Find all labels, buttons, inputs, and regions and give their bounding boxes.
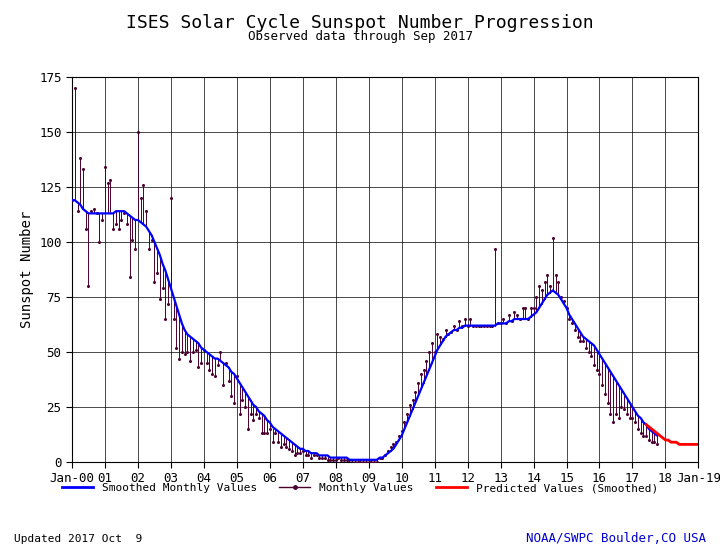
Legend: Smoothed Monthly Values, Monthly Values, Predicted Values (Smoothed): Smoothed Monthly Values, Monthly Values,…: [58, 479, 662, 498]
Text: Updated 2017 Oct  9: Updated 2017 Oct 9: [14, 535, 143, 544]
Text: Observed data through Sep 2017: Observed data through Sep 2017: [248, 30, 472, 43]
Text: NOAA/SWPC Boulder,CO USA: NOAA/SWPC Boulder,CO USA: [526, 531, 706, 544]
Y-axis label: Sunspot Number: Sunspot Number: [19, 211, 34, 328]
Text: ISES Solar Cycle Sunspot Number Progression: ISES Solar Cycle Sunspot Number Progress…: [126, 14, 594, 32]
